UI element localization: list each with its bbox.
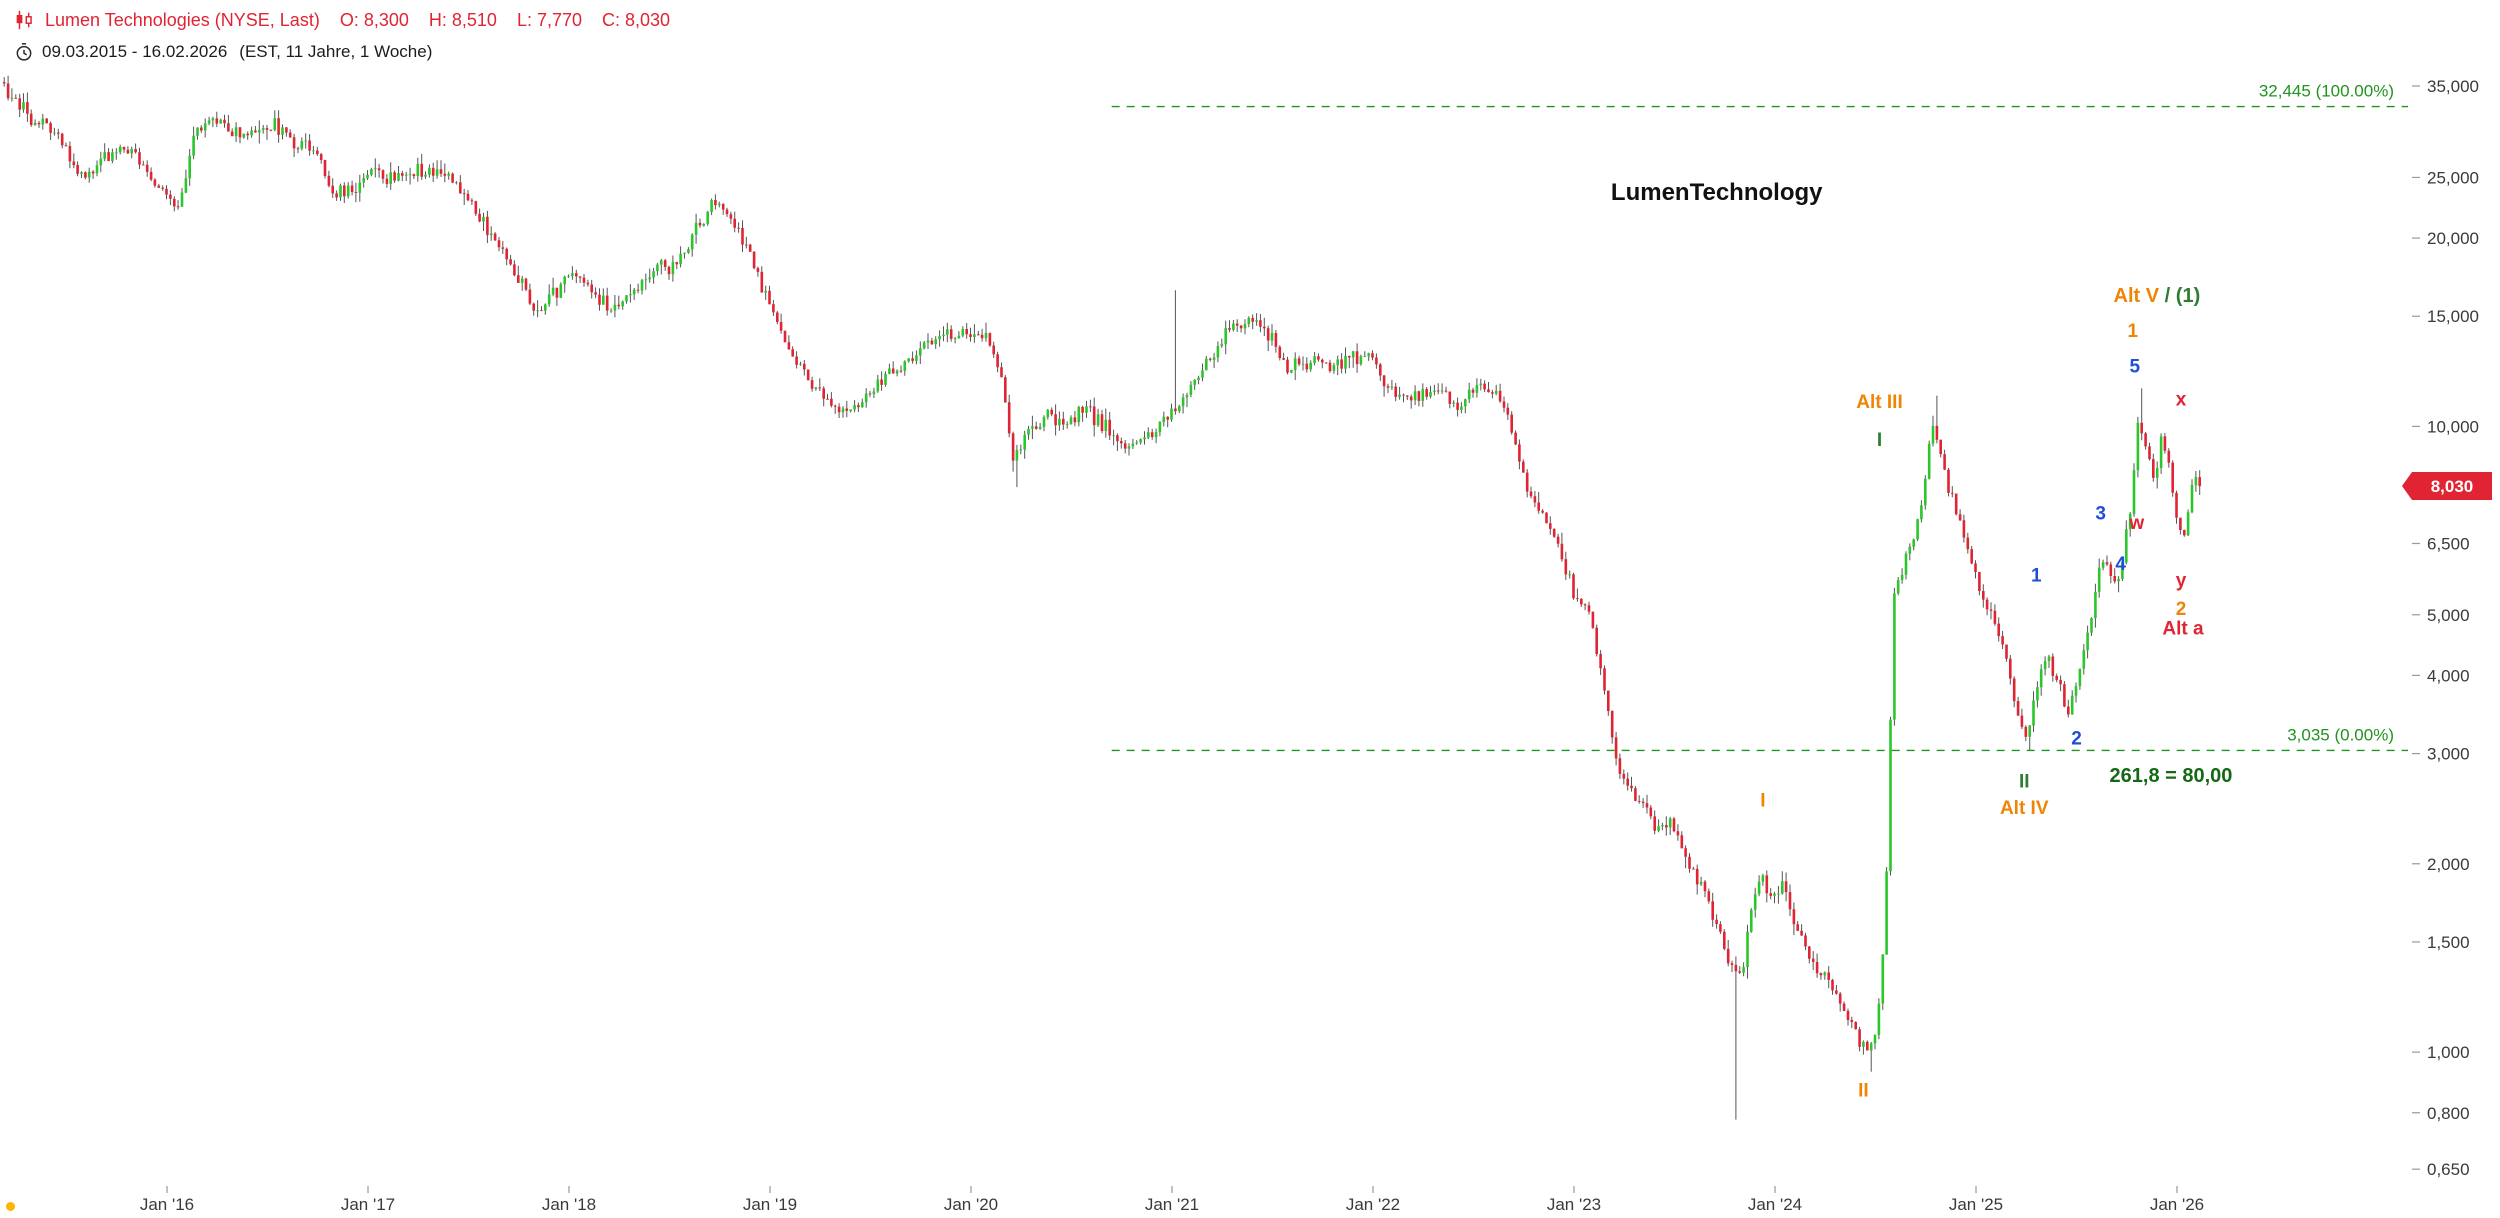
annotation-wave-w-red[interactable]: w <box>2128 513 2144 534</box>
status-dot <box>6 1202 15 1211</box>
y-tick-label[interactable]: 1,500 <box>2427 933 2470 952</box>
clock-icon <box>14 42 34 62</box>
annotation-alt-iv[interactable]: Alt IV <box>2000 798 2049 819</box>
y-tick-label[interactable]: 1,000 <box>2427 1043 2470 1062</box>
fib-label-1: 3,035 (0.00%) <box>2287 725 2394 744</box>
annotation-wave-3-blue[interactable]: 3 <box>2095 503 2106 524</box>
ohlc-low: L: 7,770 <box>516 9 582 30</box>
annotation-alt-iii[interactable]: Alt III <box>1856 392 1902 413</box>
annotation-wave-2-blue[interactable]: 2 <box>2071 729 2082 750</box>
y-tick-label[interactable]: 2,000 <box>2427 855 2470 874</box>
y-tick-label[interactable]: 15,000 <box>2427 307 2479 326</box>
annotation-watermark[interactable]: LumenTechnology <box>1611 179 1823 206</box>
date-range: 09.03.2015 - 16.02.2026 <box>42 42 228 61</box>
ohlc-high: H: 8,510 <box>428 9 497 30</box>
annotation-wave-I-green[interactable]: I <box>1877 430 1882 451</box>
y-tick-label[interactable]: 0,800 <box>2427 1104 2470 1123</box>
x-tick-label[interactable]: Jan '22 <box>1346 1195 1400 1214</box>
candles-up <box>10 97 2198 1051</box>
range-meta: (EST, 11 Jahre, 1 Woche) <box>239 42 433 61</box>
date-range-header: 09.03.2015 - 16.02.2026 (EST, 11 Jahre, … <box>14 42 432 62</box>
ohlc-close: C: 8,030 <box>602 9 671 30</box>
instrument-name[interactable]: Lumen Technologies (NYSE, Last) <box>45 9 320 30</box>
fib-label-0: 32,445 (100.00%) <box>2259 82 2394 101</box>
last-price-label: 8,030 <box>2431 477 2474 496</box>
annotation-wave-II-orange[interactable]: II <box>1858 1080 1869 1101</box>
annotation-alt-v-1[interactable]: Alt V / (1) <box>2114 285 2201 307</box>
x-tick-label[interactable]: Jan '17 <box>341 1195 395 1214</box>
annotation-wave-5-blue[interactable]: 5 <box>2130 356 2141 377</box>
y-tick-label[interactable]: 5,000 <box>2427 606 2470 625</box>
y-tick-label[interactable]: 0,650 <box>2427 1160 2470 1179</box>
candlestick-icon <box>14 9 36 31</box>
annotation-wave-4-blue[interactable]: 4 <box>2115 554 2126 575</box>
y-tick-label[interactable]: 3,000 <box>2427 745 2470 764</box>
x-tick-label[interactable]: Jan '20 <box>944 1195 998 1214</box>
annotation-wave-1-blue[interactable]: 1 <box>2031 566 2042 587</box>
annotation-wave-2-orange[interactable]: 2 <box>2176 599 2187 620</box>
annotation-wave-x-red[interactable]: x <box>2176 390 2187 411</box>
annotation-wave-1-orange[interactable]: 1 <box>2127 321 2138 342</box>
x-tick-label[interactable]: Jan '24 <box>1748 1195 1802 1214</box>
x-tick-label[interactable]: Jan '25 <box>1949 1195 2003 1214</box>
annotation-wave-I-orange[interactable]: I <box>1760 790 1765 811</box>
y-tick-label[interactable]: 35,000 <box>2427 77 2479 96</box>
x-tick-label[interactable]: Jan '19 <box>743 1195 797 1214</box>
annotation-wave-II-green[interactable]: II <box>2019 771 2030 792</box>
x-tick-label[interactable]: Jan '21 <box>1145 1195 1199 1214</box>
instrument-header: Lumen Technologies (NYSE, Last) O: 8,300 … <box>14 9 670 31</box>
last-price-badge[interactable] <box>2402 472 2492 501</box>
x-tick-label[interactable]: Jan '26 <box>2150 1195 2204 1214</box>
ohlc-open: O: 8,300 <box>339 9 409 30</box>
candles-down <box>2 82 2202 1051</box>
y-tick-label[interactable]: 20,000 <box>2427 229 2479 248</box>
x-tick-label[interactable]: Jan '23 <box>1547 1195 1601 1214</box>
annotation-wave-y-red[interactable]: y <box>2176 570 2187 591</box>
y-tick-label[interactable]: 4,000 <box>2427 666 2470 685</box>
y-tick-label[interactable]: 25,000 <box>2427 168 2479 187</box>
y-tick-label[interactable]: 6,500 <box>2427 534 2470 553</box>
y-tick-label[interactable]: 10,000 <box>2427 417 2479 436</box>
annotation-alt-a[interactable]: Alt a <box>2162 618 2204 639</box>
annotation-fib-target[interactable]: 261,8 = 80,00 <box>2110 765 2233 787</box>
x-tick-label[interactable]: Jan '16 <box>140 1195 194 1214</box>
candle-wicks <box>3 75 2201 1120</box>
x-tick-label[interactable]: Jan '18 <box>542 1195 596 1214</box>
